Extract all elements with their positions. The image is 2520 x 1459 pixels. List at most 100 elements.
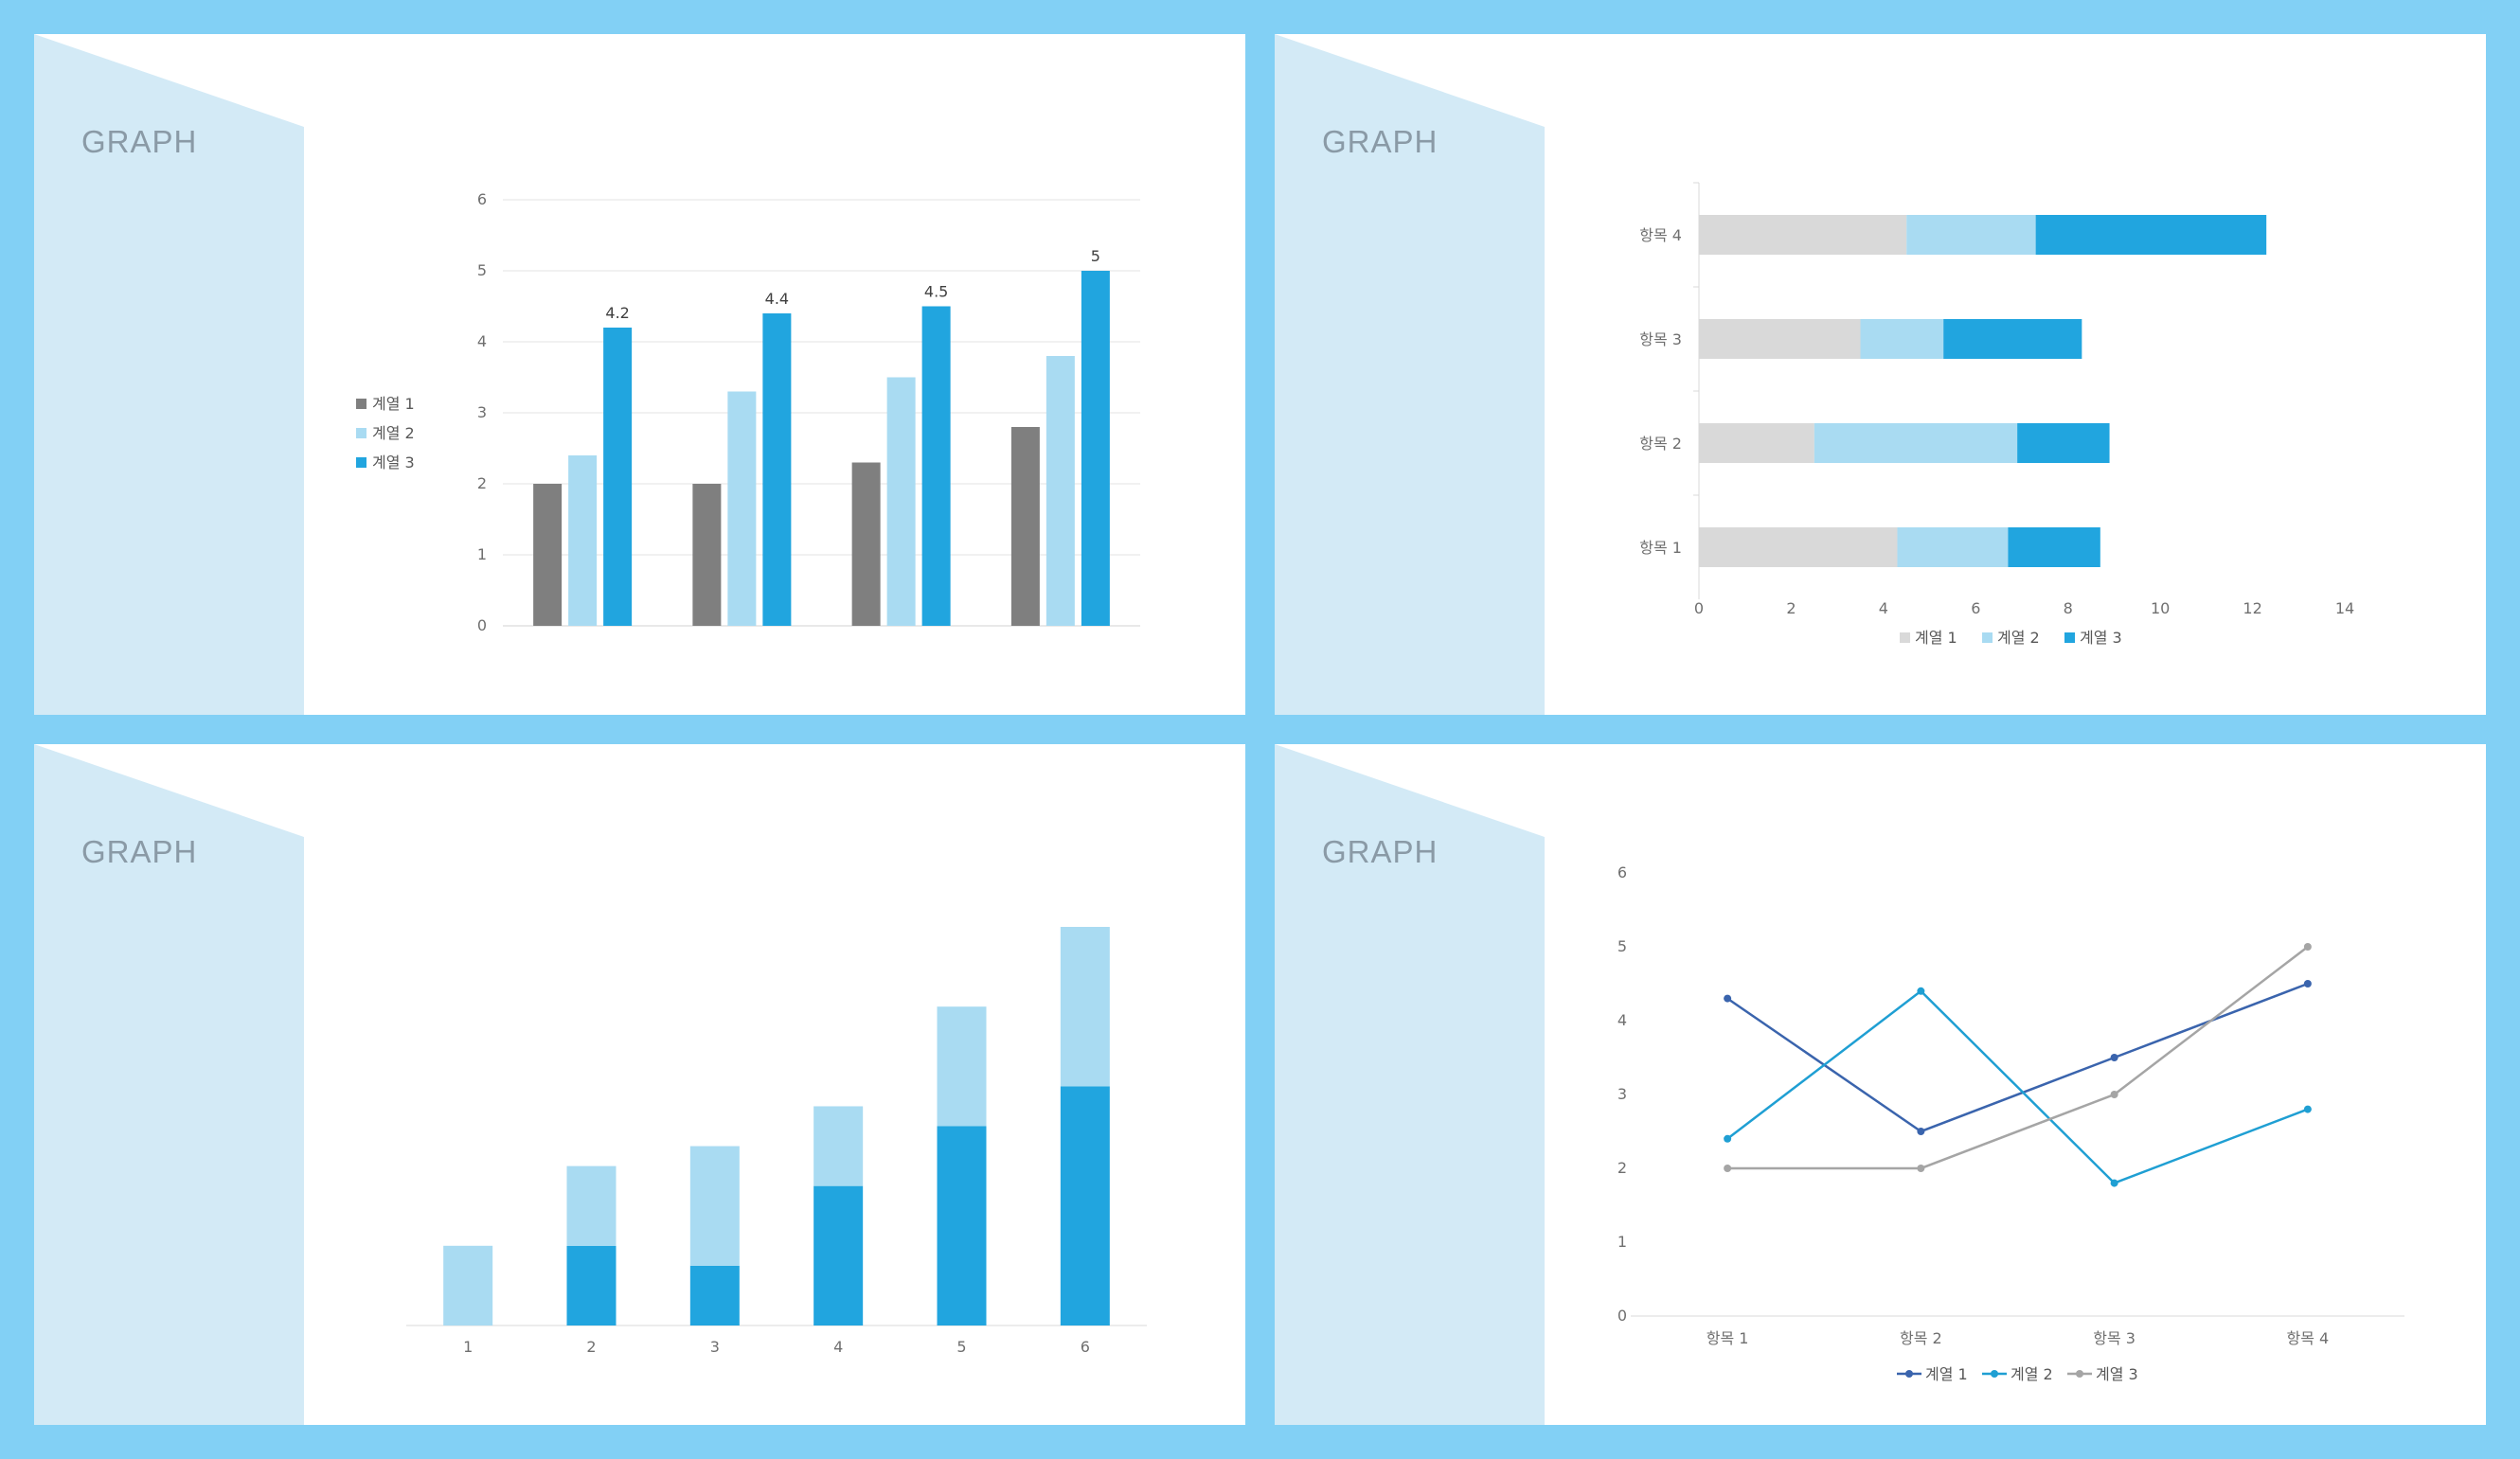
y-category-label: 항목 2 [1639, 435, 1682, 453]
data-point [1724, 1165, 1732, 1172]
bar-segment-2 [1897, 527, 2009, 567]
stacked-bar-chart: 0 2 4 6 8 10 12 14 항목 1 항목 2 항목 3 항목 4 계열 1 계열 2 계열 3 [1639, 182, 2354, 647]
bar-segment-1 [566, 1245, 617, 1326]
clustered-column-chart: 0 1 2 3 4 5 6 4.2 4.4 4.5 5 계열 1 계열 2 계열 3 [356, 190, 1140, 634]
bar-1 [851, 462, 881, 626]
x-tick-label: 10 [2151, 599, 2170, 617]
series-line-3 [1727, 946, 2309, 1170]
legend-swatch [356, 399, 366, 409]
bar-segment-2 [566, 1165, 617, 1246]
x-tick-label: 4 [833, 1338, 843, 1356]
y-tick-label: 4 [1617, 1011, 1627, 1029]
legend-label: 계열 1 [372, 395, 415, 413]
y-tick-label: 1 [1617, 1233, 1627, 1251]
bar-2 [727, 391, 757, 626]
bar-2 [1046, 356, 1075, 626]
bar-3 [1081, 271, 1110, 626]
data-point [2303, 1105, 2312, 1113]
legend-label: 계열 2 [1997, 629, 2040, 647]
data-point [2303, 980, 2312, 987]
panel-decoration [1275, 34, 1545, 715]
series-line-2 [1726, 989, 2309, 1185]
panel-decoration [1275, 744, 1545, 1425]
bar-segment-2 [443, 1245, 493, 1326]
bar-segment-2 [1814, 423, 2018, 463]
panel-title: GRAPH [1322, 834, 1439, 869]
x-tick-label: 6 [1971, 599, 1980, 617]
x-tick-label: 6 [1081, 1338, 1090, 1356]
data-point [1724, 1134, 1732, 1143]
y-tick-label: 0 [477, 616, 487, 634]
x-tick-label: 12 [2243, 599, 2261, 617]
bar-segment-1 [1699, 215, 1907, 255]
panel-title: GRAPH [1322, 124, 1439, 159]
y-category-label: 항목 1 [1639, 539, 1682, 557]
bar-segment-2 [813, 1106, 864, 1186]
stacked-column-chart: 1 2 3 4 5 6 [406, 927, 1147, 1356]
data-point [1917, 1165, 1925, 1172]
y-tick-label: 1 [477, 545, 487, 563]
x-category-label: 항목 3 [2093, 1329, 2136, 1347]
x-tick-label: 0 [1694, 599, 1704, 617]
y-tick-label: 2 [477, 474, 487, 492]
data-label: 4.4 [765, 290, 789, 308]
bar-3 [762, 313, 792, 626]
bar-3 [603, 328, 633, 626]
legend-label: 계열 2 [2011, 1365, 2053, 1383]
bar-segment-1 [937, 1126, 987, 1326]
chart-panel-4: GRAPH 0 1 2 3 4 5 6 항목 1 항목 2 항목 3 항목 4 계열 1 계열 2 계열 … [1275, 744, 2486, 1425]
legend-label: 계열 2 [372, 424, 415, 442]
legend-swatch [1900, 632, 1910, 643]
legend-marker [2076, 1370, 2083, 1378]
x-tick-label: 14 [2335, 599, 2354, 617]
x-tick-label: 8 [2064, 599, 2073, 617]
legend-label: 계열 1 [1925, 1365, 1968, 1383]
x-tick-label: 1 [463, 1338, 473, 1356]
x-tick-label: 5 [956, 1338, 966, 1356]
bar-segment-1 [1699, 319, 1861, 359]
panel-decoration [34, 34, 304, 715]
y-tick-label: 4 [477, 332, 487, 350]
bar-segment-3 [2017, 423, 2110, 463]
legend-marker [1991, 1370, 1998, 1378]
bar-segment-3 [2035, 215, 2267, 255]
data-point [1724, 994, 1732, 1003]
y-tick-label: 3 [1617, 1085, 1627, 1103]
legend-label: 계열 3 [2096, 1365, 2138, 1383]
bar-segment-2 [1906, 215, 2036, 255]
bar-1 [1010, 427, 1040, 626]
y-tick-label: 6 [1617, 863, 1627, 881]
y-tick-label: 5 [477, 261, 487, 279]
data-label: 5 [1091, 247, 1100, 265]
bar-segment-1 [1060, 1086, 1110, 1326]
y-category-label: 항목 3 [1639, 330, 1682, 348]
data-point [1917, 1128, 1925, 1135]
y-tick-label: 6 [477, 190, 487, 208]
bar-segment-1 [1699, 423, 1814, 463]
data-point [2303, 943, 2312, 951]
x-category-label: 항목 2 [1900, 1329, 1942, 1347]
bar-2 [568, 455, 598, 626]
legend-swatch [1982, 632, 1993, 643]
data-point [2110, 1091, 2118, 1098]
chart-panel-2: GRAPH 0 2 4 6 8 10 12 14 항목 1 항목 2 항목 3 항목 4 계열 1 계열 … [1275, 34, 2486, 715]
data-point [2110, 1054, 2118, 1061]
chart-panel-3: GRAPH 1 2 3 4 5 6 [34, 744, 1245, 1425]
chart-panel-1: GRAPH 0 1 2 3 4 5 6 4.2 4.4 4.5 5 계열 1 계열 2 계열 3 [34, 34, 1245, 715]
bar-segment-2 [1860, 319, 1944, 359]
panel-title: GRAPH [81, 834, 198, 869]
y-tick-label: 2 [1617, 1159, 1627, 1177]
bar-3 [921, 306, 951, 626]
bar-segment-2 [1060, 927, 1110, 1087]
x-category-label: 항목 4 [2287, 1329, 2330, 1347]
x-tick-label: 3 [710, 1338, 720, 1356]
x-tick-label: 2 [1786, 599, 1796, 617]
x-category-label: 항목 1 [1707, 1329, 1749, 1347]
y-tick-label: 5 [1617, 937, 1627, 955]
data-point [2110, 1179, 2118, 1187]
bar-segment-3 [2008, 527, 2100, 567]
legend-label: 계열 1 [1915, 629, 1957, 647]
legend-swatch [2064, 632, 2075, 643]
x-tick-label: 2 [586, 1338, 596, 1356]
legend-swatch [356, 457, 366, 468]
